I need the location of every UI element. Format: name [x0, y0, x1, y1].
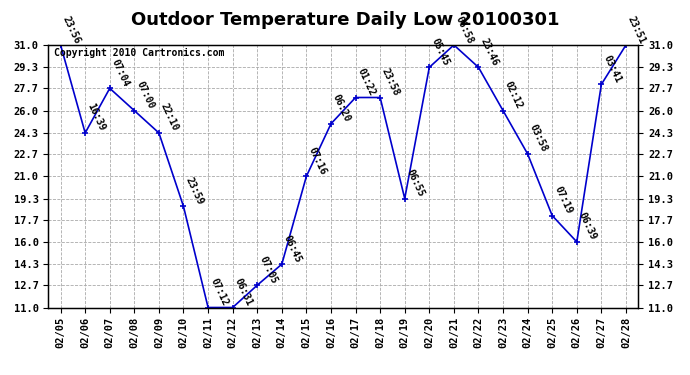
Text: 07:00: 07:00: [135, 80, 156, 111]
Text: Outdoor Temperature Daily Low 20100301: Outdoor Temperature Daily Low 20100301: [130, 11, 560, 29]
Text: 07:12: 07:12: [208, 277, 230, 308]
Text: 07:04: 07:04: [110, 57, 131, 88]
Text: 06:31: 06:31: [233, 277, 254, 308]
Text: 03:41: 03:41: [602, 54, 623, 84]
Text: 06:39: 06:39: [577, 211, 598, 242]
Text: 23:46: 23:46: [478, 36, 500, 68]
Text: 23:56: 23:56: [61, 14, 82, 45]
Text: 23:58: 23:58: [380, 67, 402, 98]
Text: 06:20: 06:20: [331, 93, 353, 124]
Text: 23:51: 23:51: [626, 14, 647, 45]
Text: 07:19: 07:19: [552, 185, 573, 216]
Text: 05:45: 05:45: [429, 36, 451, 68]
Text: 23:59: 23:59: [184, 176, 205, 206]
Text: 16:39: 16:39: [85, 102, 107, 133]
Text: 01:22: 01:22: [355, 67, 377, 98]
Text: 07:16: 07:16: [306, 146, 328, 176]
Text: 06:45: 06:45: [282, 233, 304, 264]
Text: 07:05: 07:05: [257, 254, 279, 285]
Text: 03:58: 03:58: [528, 123, 549, 154]
Text: 02:12: 02:12: [503, 80, 524, 111]
Text: Copyright 2010 Cartronics.com: Copyright 2010 Cartronics.com: [55, 48, 224, 58]
Text: 22:10: 22:10: [159, 102, 180, 133]
Text: 06:58: 06:58: [454, 14, 475, 45]
Text: 06:55: 06:55: [405, 168, 426, 199]
